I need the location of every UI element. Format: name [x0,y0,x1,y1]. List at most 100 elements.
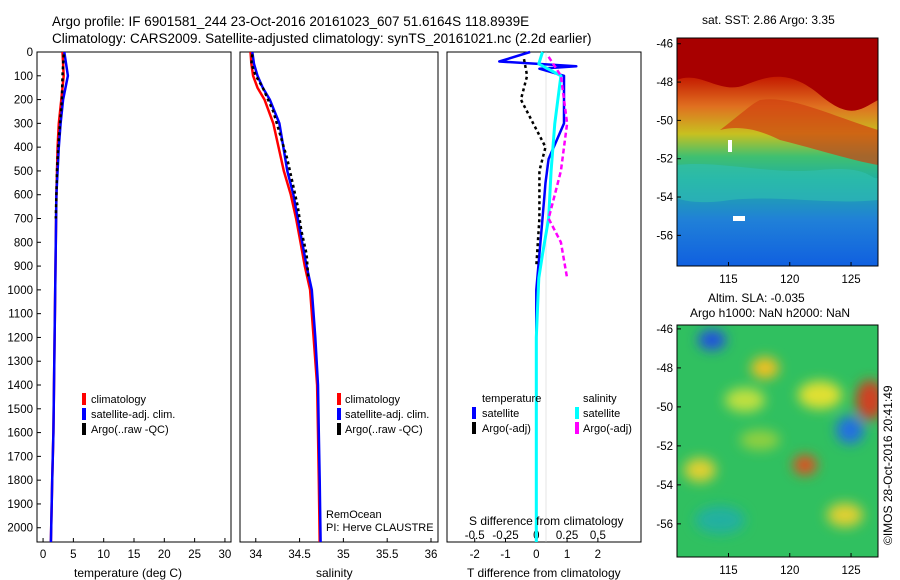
legend-text-argo: Argo(..raw -QC) [345,424,423,436]
lat-tick-label: -50 [656,115,673,127]
sst-map: sat. SST: 2.86 Argo: 3.35 -46 -48 -50 -52 -5… [656,13,879,286]
depth-tick-label: 200 [14,95,33,107]
salinity-panel: 34 34.5 35 35.5 36 salinity climatology sate… [239,51,439,580]
legend-swatch-s-satellite [575,407,579,419]
legend-text-climatology: climatology [91,394,147,406]
header-line-2: Climatology: CARS2009. Satellite-adjuste… [52,31,592,46]
x-tick-label: 36 [425,549,438,561]
legend-swatch-satellite [82,408,86,420]
sst-missing-patch [728,140,732,152]
depth-tick-label: 400 [14,142,33,154]
lon-tick-label: 120 [780,274,799,286]
sla-map-image [677,325,878,557]
legend-text-t-argo: Argo(-adj) [482,423,531,435]
header-line-1: Argo profile: IF 6901581_244 23-Oct-2016… [52,14,529,29]
sst-warm-region [677,38,878,111]
x-tick-label: 15 [128,549,141,561]
credit-stamp: ©IMOS 28-Oct-2016 20:41:49 [881,385,895,545]
temperature-depth-ticks: 0 100 200 300 400 500 600 700 800 900 1000 1100 1200… [7,47,41,535]
s-tick-label: 0.25 [556,530,578,542]
x-tick-label: -1 [500,549,510,561]
series-salinity-argo-adj [547,56,569,279]
difference-axes-frame [446,51,642,543]
depth-tick-label: 1800 [7,475,33,487]
depth-tick-label: 800 [14,237,33,249]
lat-tick-label: -48 [656,77,673,89]
depth-tick-label: 1300 [7,356,33,368]
depth-tick-label: 600 [14,190,33,202]
legend-text-satellite: satellite-adj. clim. [91,409,175,421]
legend-salinity-title: salinity [583,393,617,405]
legend-swatch-t-satellite [472,407,476,419]
series-argo-raw-qc [54,54,65,219]
sla-map-title-1: Altim. SLA: -0.035 [708,291,805,305]
salinity-legend: climatology satellite-adj. clim. Argo(..… [337,393,429,436]
lat-tick-label: -56 [656,519,673,531]
lon-tick-label: 115 [719,274,737,286]
depth-tick-label: 100 [14,71,33,83]
sst-map-frame [676,37,879,267]
s-tick-label: 0.5 [590,530,606,542]
difference-series [498,50,578,542]
difference-legend: temperature salinity satellite Argo(-adj… [472,393,632,435]
x-tick-label: 1 [564,549,570,561]
legend-temperature-title: temperature [482,393,541,405]
salinity-xlabel: salinity [316,566,353,580]
x-tick-label: 35 [337,549,350,561]
legend-swatch-argo [82,423,86,435]
sla-anomalies [684,330,878,534]
lat-tick-label: -52 [656,441,673,453]
lat-tick-label: -48 [656,363,673,375]
temperature-panel: 0100200300400500600700800900100011001200… [7,47,232,580]
depth-tick-label: 1500 [7,404,33,416]
legend-swatch-argo [337,423,341,435]
series-satellite-adj-clim [49,51,70,543]
temperature-x-ticks: 0 5 10 15 20 25 30 [40,538,231,561]
legend-swatch-satellite [337,408,341,420]
sla-map-title-2: Argo h1000: NaN h2000: NaN [690,306,850,320]
x-tick-label: 10 [97,549,110,561]
sst-map-image [677,38,878,266]
depth-tick-label: 0 [27,47,33,59]
lon-tick-label: 125 [841,565,860,577]
sla-map-frame [676,324,879,558]
sla-map: Altim. SLA: -0.035 Argo h1000: NaN h2000… [656,291,879,577]
temperature-series [49,51,70,543]
lat-tick-label: -56 [656,230,673,242]
series-salinity-satellite [534,51,563,542]
x-tick-label: 34.5 [288,549,310,561]
x-tick-label: -2 [470,549,480,561]
depth-tick-label: 1400 [7,380,33,392]
sst-map-ticks: -46 -48 -50 -52 -54 -56 115 120 125 [656,39,860,286]
s-tick-label: -0.25 [492,530,518,542]
x-tick-label: 20 [158,549,171,561]
lon-tick-label: 120 [780,565,799,577]
lat-tick-label: -50 [656,402,673,414]
lat-tick-label: -46 [656,39,673,51]
depth-tick-label: 1600 [7,428,33,440]
difference-xlabel: T difference from climatology [467,566,621,580]
sst-missing-patch [733,216,745,221]
salinity-x-ticks: 34 34.5 35 35.5 36 [249,538,437,561]
depth-tick-label: 900 [14,261,33,273]
depth-tick-label: 700 [14,214,33,226]
x-tick-label: 25 [188,549,201,561]
lat-tick-label: -54 [656,192,673,204]
x-tick-label: 35.5 [376,549,398,561]
legend-text-argo: Argo(..raw -QC) [91,424,169,436]
series-argo-raw-qc [250,54,310,279]
legend-swatch-s-argo [575,422,579,434]
legend-text-t-satellite: satellite [482,408,519,420]
x-tick-label: 0 [533,549,539,561]
legend-swatch-t-argo [472,422,476,434]
lon-tick-label: 125 [841,274,860,286]
difference-panel: -2 -1 0 1 2-0.5 -0.25 0 0.25 0.5 T difference fr… [446,50,642,580]
salinity-series [249,51,322,543]
salinity-axes-frame [239,51,439,543]
depth-tick-label: 1000 [7,285,33,297]
depth-tick-label: 1100 [8,309,33,321]
float-owner-line-1: RemOcean [326,509,382,521]
x-tick-label: 30 [219,549,232,561]
s-tick-label: -0.5 [465,530,485,542]
